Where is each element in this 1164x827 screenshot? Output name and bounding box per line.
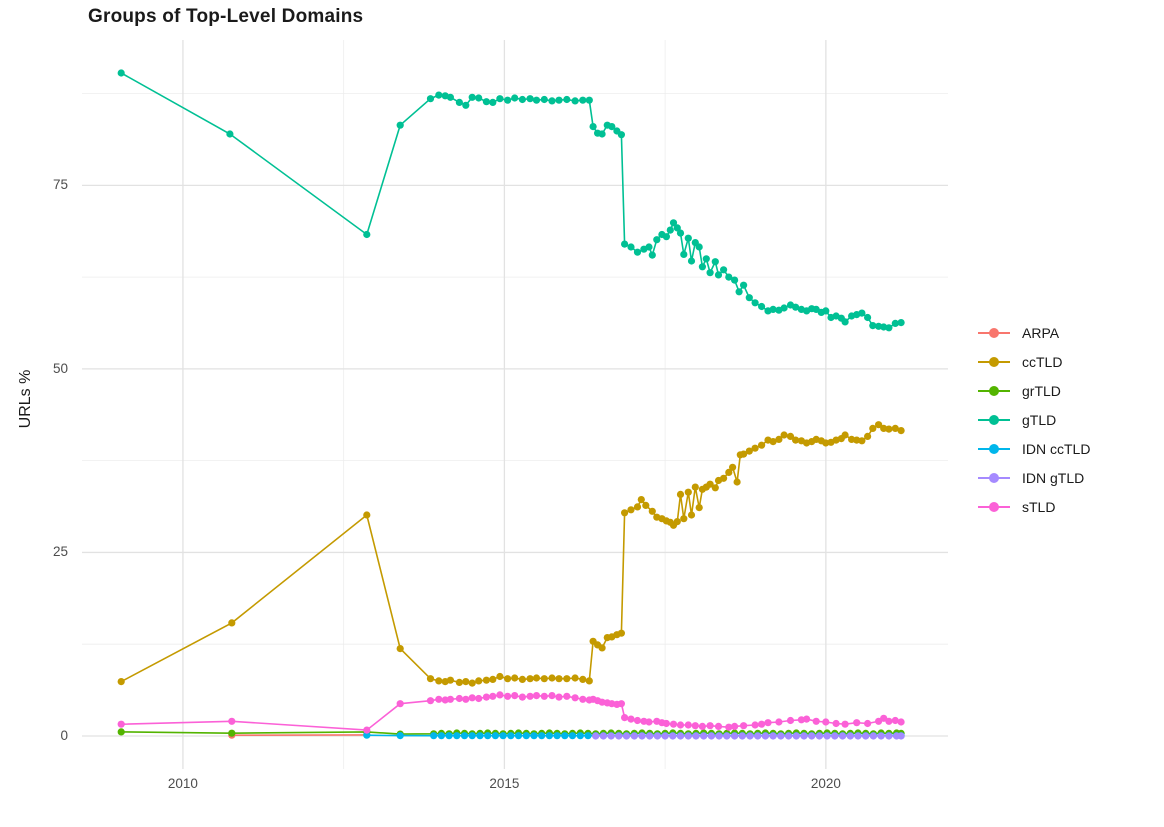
legend-item-grtld: grTLD [978, 376, 1090, 405]
legend-key-icon [978, 440, 1010, 458]
legend-item-label: IDN gTLD [1022, 469, 1085, 486]
chart-title: Groups of Top-Level Domains [88, 6, 364, 27]
legend-item-label: gTLD [1022, 411, 1057, 428]
legend-item-label: IDN ccTLD [1022, 440, 1091, 457]
x-tick-label: 2020 [810, 776, 841, 791]
legend-key-icon [978, 382, 1010, 400]
legend-item-cctld: ccTLD [978, 347, 1090, 376]
legend-item-gtld: gTLD [978, 405, 1090, 434]
legend-item-label: grTLD [1022, 382, 1061, 399]
legend-key-icon [978, 498, 1010, 516]
x-tick-label: 2015 [489, 776, 520, 791]
y-tick-label: 0 [60, 727, 68, 743]
legend-key-icon [978, 469, 1010, 487]
legend-item-stld: sTLD [978, 492, 1090, 521]
y-tick-label: 25 [52, 544, 68, 560]
legend-item-idn-gtld: IDN gTLD [978, 463, 1090, 492]
legend-key-icon [978, 411, 1010, 429]
y-tick-label: 75 [52, 177, 68, 193]
legend-item-idn-cctld: IDN ccTLD [978, 434, 1090, 463]
x-tick-label: 2010 [167, 776, 198, 791]
legend-item-label: ARPA [1022, 324, 1060, 341]
legend: ARPA ccTLD grTLD gTLD IDN ccTLD IDN gTLD… [978, 318, 1090, 521]
legend-item-label: sTLD [1022, 498, 1056, 515]
legend-item-label: ccTLD [1022, 353, 1063, 370]
legend-key-icon [978, 353, 1010, 371]
legend-key-icon [978, 324, 1010, 342]
legend-item-arpa: ARPA [978, 318, 1090, 347]
y-tick-label: 50 [52, 360, 68, 376]
